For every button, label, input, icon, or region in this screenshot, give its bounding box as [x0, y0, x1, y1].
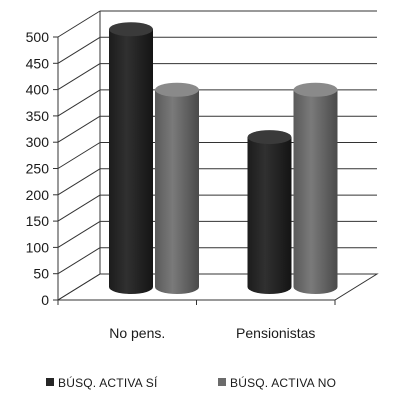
- bar-top: [155, 82, 199, 97]
- bar-body: [247, 137, 292, 294]
- legend-label: BÚSQ. ACTIVA SÍ: [58, 375, 158, 390]
- y-tick-label: 400: [26, 82, 50, 98]
- bar: [247, 130, 292, 294]
- y-tick-label: 450: [26, 55, 50, 71]
- y-tick-label: 50: [33, 266, 49, 282]
- legend-label: BÚSQ. ACTIVA NO: [230, 375, 336, 390]
- gridline-diagonal: [57, 168, 101, 196]
- gridline-diagonal: [57, 115, 101, 143]
- bars: [109, 22, 338, 294]
- y-tick-label: 250: [26, 161, 50, 177]
- bar-body: [109, 29, 153, 294]
- bar: [155, 82, 199, 294]
- bar: [293, 82, 338, 294]
- gridline-diagonal: [57, 247, 101, 275]
- bar: [109, 22, 153, 294]
- gridline-diagonal: [57, 36, 101, 64]
- bar-body: [155, 89, 199, 294]
- x-category-label: Pensionistas: [236, 325, 315, 341]
- legend-swatch: [218, 378, 226, 386]
- legend-swatch: [46, 378, 54, 386]
- y-tick-label: 300: [26, 134, 50, 150]
- gridline-diagonal: [57, 89, 101, 117]
- gridline-diagonal: [57, 220, 101, 248]
- y-tick-label: 0: [41, 292, 49, 308]
- y-tick-labels: 0 50 100 150 200 250 300 350 400 450 500: [26, 29, 58, 308]
- gridline-diagonal: [57, 142, 101, 169]
- y-tick-label: 500: [26, 29, 50, 45]
- category-labels: No pens. Pensionistas: [109, 325, 315, 341]
- legend: BÚSQ. ACTIVA SÍ BÚSQ. ACTIVA NO: [46, 375, 336, 390]
- y-tick-label: 100: [26, 239, 50, 255]
- chart-floor: [56, 273, 379, 301]
- gridline-diagonal: [57, 194, 101, 222]
- gridline-diagonal: [57, 63, 101, 91]
- y-tick-label: 350: [26, 108, 50, 124]
- gridline-diagonal: [57, 10, 101, 38]
- y-tick-label: 200: [26, 187, 50, 203]
- bar-body: [293, 89, 338, 294]
- x-category-label: No pens.: [109, 325, 165, 341]
- bar-top: [247, 130, 292, 145]
- bar-top: [293, 82, 338, 97]
- y-tick-label: 150: [26, 213, 50, 229]
- bar-top: [109, 22, 153, 37]
